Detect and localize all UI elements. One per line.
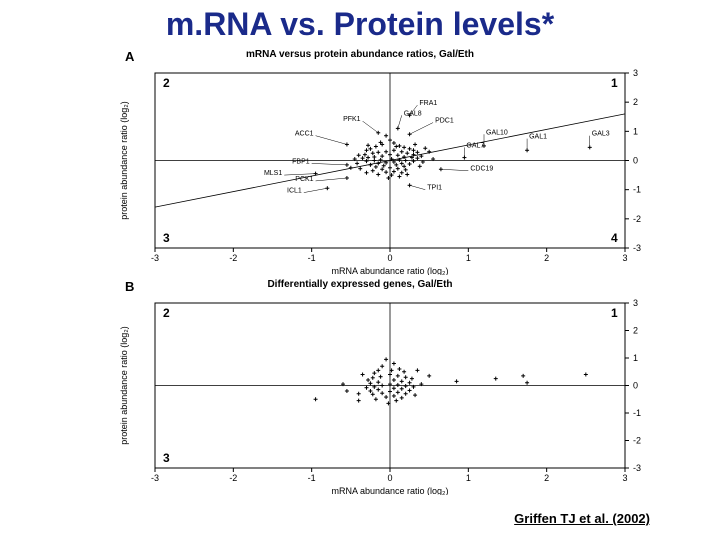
svg-text:TPI1: TPI1: [427, 185, 442, 192]
panel-a-title: mRNA versus protein abundance ratios, Ga…: [65, 49, 655, 60]
svg-text:ACC1: ACC1: [295, 131, 314, 138]
svg-text:-1: -1: [633, 408, 641, 418]
svg-text:3: 3: [622, 253, 627, 263]
svg-text:CDC19: CDC19: [470, 166, 493, 173]
svg-text:2: 2: [163, 306, 170, 320]
svg-text:3: 3: [163, 231, 170, 245]
svg-text:GAL7: GAL7: [466, 142, 484, 149]
svg-text:2: 2: [544, 253, 549, 263]
svg-text:2: 2: [544, 473, 549, 483]
svg-text:MLS1: MLS1: [264, 170, 282, 177]
svg-text:PCK1: PCK1: [295, 176, 313, 183]
svg-text:protein abundance ratio (log₂): protein abundance ratio (log₂): [119, 101, 129, 220]
svg-text:2: 2: [633, 97, 638, 107]
svg-text:-1: -1: [633, 185, 641, 195]
svg-text:PFK1: PFK1: [343, 116, 361, 123]
svg-text:GAL8: GAL8: [404, 110, 422, 117]
svg-text:ICL1: ICL1: [287, 188, 302, 195]
svg-text:2: 2: [163, 76, 170, 90]
svg-text:mRNA abundance ratio (log₂): mRNA abundance ratio (log₂): [331, 266, 448, 275]
panel-b: B Differentially expressed genes, Gal/Et…: [65, 275, 655, 495]
svg-text:-3: -3: [151, 253, 159, 263]
svg-text:2: 2: [633, 326, 638, 336]
svg-text:1: 1: [466, 473, 471, 483]
scatter-chart-a: -3-2-10123-3-2-101232134FRA1GAL8PFK1PDC1…: [65, 45, 655, 275]
svg-text:3: 3: [633, 298, 638, 308]
citation: Griffen TJ et al. (2002): [514, 511, 650, 526]
svg-text:-2: -2: [633, 436, 641, 446]
svg-text:GAL1: GAL1: [529, 134, 547, 141]
svg-text:FRA1: FRA1: [419, 100, 437, 107]
svg-text:-2: -2: [229, 253, 237, 263]
svg-text:3: 3: [163, 451, 170, 465]
svg-text:1: 1: [633, 126, 638, 136]
svg-text:1: 1: [633, 353, 638, 363]
svg-text:0: 0: [387, 253, 392, 263]
svg-text:1: 1: [611, 76, 618, 90]
svg-text:GAL3: GAL3: [592, 131, 610, 138]
svg-text:-3: -3: [633, 243, 641, 253]
svg-text:1: 1: [466, 253, 471, 263]
svg-text:0: 0: [633, 381, 638, 391]
slide-title: m.RNA vs. Protein levels*: [0, 0, 720, 45]
svg-text:-2: -2: [229, 473, 237, 483]
panel-a: A mRNA versus protein abundance ratios, …: [65, 45, 655, 275]
svg-text:3: 3: [622, 473, 627, 483]
scatter-chart-b: -3 -2 -1 0 1 2 3 -3 -2 -1 0 1 2 3 2 1 3 protein abundance…: [65, 275, 655, 495]
svg-text:-1: -1: [308, 253, 316, 263]
svg-text:0: 0: [633, 156, 638, 166]
svg-text:-1: -1: [308, 473, 316, 483]
svg-text:-2: -2: [633, 214, 641, 224]
svg-text:protein abundance ratio (log₂): protein abundance ratio (log₂): [119, 326, 129, 445]
panel-b-title: Differentially expressed genes, Gal/Eth: [65, 279, 655, 290]
svg-text:1: 1: [611, 306, 618, 320]
svg-text:0: 0: [387, 473, 392, 483]
svg-text:4: 4: [611, 231, 618, 245]
svg-text:mRNA abundance ratio (log₂): mRNA abundance ratio (log₂): [331, 486, 448, 495]
svg-text:-3: -3: [633, 463, 641, 473]
svg-text:GAL10: GAL10: [486, 129, 508, 136]
svg-text:FBP1: FBP1: [292, 158, 310, 165]
svg-text:PDC1: PDC1: [435, 118, 454, 125]
svg-text:3: 3: [633, 68, 638, 78]
svg-text:-3: -3: [151, 473, 159, 483]
